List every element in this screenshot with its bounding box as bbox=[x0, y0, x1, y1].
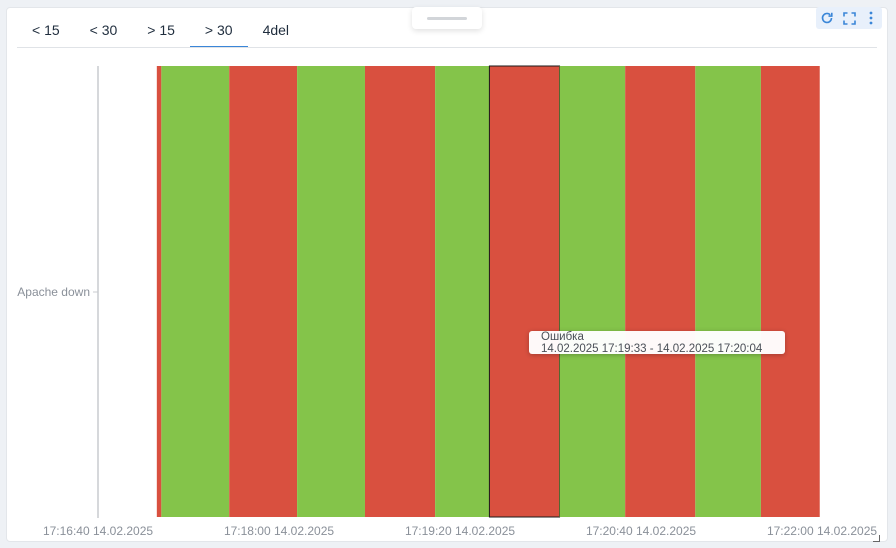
drag-handle[interactable] bbox=[412, 7, 482, 29]
segment-tooltip: Ошибка 14.02.2025 17:19:33 - 14.02.2025 … bbox=[529, 331, 785, 355]
tab-gt-15[interactable]: > 15 bbox=[147, 22, 175, 38]
timeline-segment-ok[interactable] bbox=[435, 66, 490, 517]
tab-bar: < 15 < 30 > 15 > 30 4del bbox=[17, 14, 304, 48]
x-tick-label: 17:22:00 14.02.2025 bbox=[767, 524, 877, 538]
x-tick-label: 17:19:20 14.02.2025 bbox=[405, 524, 515, 538]
x-axis-ticks: 17:16:40 14.02.2025 17:18:00 14.02.2025 … bbox=[43, 524, 877, 538]
tab-4del[interactable]: 4del bbox=[262, 22, 290, 38]
timeline-segment-error[interactable] bbox=[229, 66, 298, 517]
x-tick-label: 17:18:00 14.02.2025 bbox=[224, 524, 334, 538]
tooltip-title: Ошибка bbox=[541, 331, 584, 343]
timeline-segment-error[interactable] bbox=[625, 66, 696, 517]
timeline-segment-ok[interactable] bbox=[559, 66, 626, 517]
fullscreen-icon[interactable] bbox=[841, 10, 857, 26]
resize-handle[interactable] bbox=[873, 535, 880, 542]
x-tick-label: 17:16:40 14.02.2025 bbox=[43, 524, 153, 538]
timeline-segment-error[interactable] bbox=[364, 66, 436, 517]
refresh-icon[interactable] bbox=[819, 10, 835, 26]
tab-lt-15[interactable]: < 15 bbox=[32, 22, 60, 38]
timeline-segments bbox=[156, 65, 820, 518]
tab-lt-30[interactable]: < 30 bbox=[89, 22, 118, 38]
timeline-segment-ok[interactable] bbox=[695, 66, 761, 517]
timeline-segment-ok[interactable] bbox=[297, 66, 365, 517]
timeline-segment-error[interactable] bbox=[760, 66, 820, 517]
tab-divider bbox=[17, 47, 877, 48]
row-label: Apache down bbox=[17, 285, 90, 299]
kebab-menu-icon[interactable] bbox=[863, 10, 879, 26]
timeline-segment-error[interactable] bbox=[488, 65, 561, 518]
timeline-segment-error[interactable] bbox=[156, 66, 162, 517]
tooltip-range: 14.02.2025 17:19:33 - 14.02.2025 17:20:0… bbox=[541, 343, 763, 355]
widget-controls bbox=[816, 7, 882, 29]
timeline-segment-ok[interactable] bbox=[161, 66, 230, 517]
x-tick-label: 17:20:40 14.02.2025 bbox=[586, 524, 696, 538]
